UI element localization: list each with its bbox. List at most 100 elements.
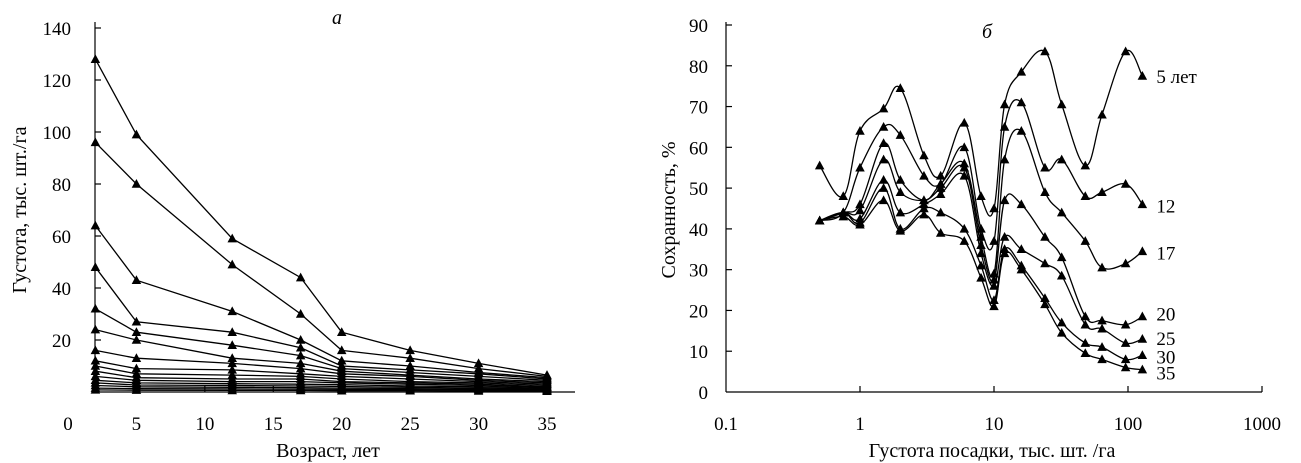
- chart-b-marker: [989, 203, 999, 213]
- chart-a-panel-label: а: [332, 7, 342, 29]
- chart-b-marker: [1016, 97, 1027, 107]
- chart-a-x-tick-label: 30: [469, 414, 488, 435]
- chart-a-marker: [90, 303, 101, 313]
- chart-a-marker: [227, 385, 237, 395]
- chart-b-marker: [1040, 232, 1050, 241]
- chart-b-marker: [976, 272, 986, 282]
- chart-a-marker: [227, 358, 237, 368]
- chart-b-marker: [895, 187, 906, 196]
- chart-b-y-tick-label: 30: [689, 261, 708, 282]
- chart-b-marker: [1097, 315, 1107, 325]
- chart-b-panel-label: б: [982, 21, 993, 43]
- chart-a-series-line: [94, 225, 548, 379]
- chart-a-marker: [336, 327, 347, 336]
- chart-a-marker: [295, 363, 306, 373]
- chart-a-marker: [131, 385, 142, 394]
- chart-a-y-tick-label: 60: [52, 227, 71, 248]
- chart-b-marker: [1137, 364, 1148, 374]
- chart-b-marker: [1016, 244, 1027, 254]
- chart-b-x-tick-label: 1: [855, 414, 865, 435]
- chart-b-ticks: 0.1 1 10 100 1000 0 10 20 30 40 50 60 70 80 90: [689, 16, 1281, 435]
- chart-b-marker: [1097, 323, 1107, 333]
- chart-b-marker: [1080, 311, 1091, 321]
- chart-b-marker: [919, 203, 929, 213]
- chart-b-y-tick-label: 50: [689, 179, 708, 200]
- chart-b-marker: [999, 232, 1010, 241]
- chart-b-x-axis-label: Густота посадки, тыс. шт. /га: [869, 440, 1116, 462]
- chart-b-marker: [838, 191, 849, 201]
- chart-a-series-line: [94, 141, 548, 378]
- chart-a-series-line: [94, 266, 548, 380]
- chart-b-marker: [959, 142, 970, 152]
- chart-a-marker: [227, 259, 237, 269]
- chart-a-ticks: 0 5 10 15 20 25 30 35 20 40 60 80 100 120 140: [43, 19, 557, 435]
- chart-b-y-tick-label: 20: [689, 301, 708, 322]
- chart-a-marker: [90, 345, 101, 355]
- chart-b-marker: [1056, 270, 1067, 280]
- chart-a-marker: [90, 324, 101, 334]
- chart-a-series-line: [95, 389, 548, 392]
- chart-a-y-tick-label: 100: [43, 123, 72, 144]
- chart-a-marker: [295, 272, 306, 282]
- chart-b-marker: [1120, 179, 1131, 188]
- chart-b-marker: [895, 174, 906, 184]
- chart-b-marker: [895, 83, 906, 92]
- chart-b-marker: [1097, 262, 1107, 272]
- chart-b-x-tick-label: 0.1: [714, 414, 738, 435]
- chart-b-marker: [976, 260, 986, 270]
- chart-b-y-tick-label: 0: [699, 383, 709, 404]
- chart-a-y-tick-label: 40: [52, 279, 71, 300]
- chart-a-y-axis-label: Густота, тыс. шт./га: [9, 126, 31, 293]
- chart-b-x-tick-label: 100: [1114, 414, 1143, 435]
- chart-b-marker: [895, 207, 906, 217]
- chart-a-marker: [227, 327, 237, 336]
- chart-a-marker: [405, 385, 415, 395]
- chart-a-marker: [131, 335, 142, 344]
- chart-b-series-label: 30: [1156, 347, 1175, 368]
- chart-b-marker: [1016, 66, 1027, 76]
- chart-b-marker: [838, 211, 849, 221]
- chart-b-x-tick-label: 1000: [1243, 414, 1281, 435]
- chart-b-marker: [878, 103, 889, 113]
- chart-a-marker: [295, 358, 306, 368]
- chart-b-marker: [895, 225, 906, 235]
- chart-b-marker: [919, 170, 929, 180]
- chart-b-marker: [999, 195, 1010, 205]
- chart-b-marker: [1080, 236, 1091, 245]
- chart-b-marker: [1080, 319, 1091, 329]
- chart-a-marker: [90, 137, 101, 147]
- chart-b-marker: [976, 232, 986, 241]
- chart-b-marker: [1040, 187, 1050, 196]
- chart-a-x-tick-label: 0: [63, 414, 73, 435]
- chart-b-marker: [1016, 126, 1027, 135]
- chart-b-marker: [999, 154, 1010, 164]
- chart-b-y-tick-label: 70: [689, 98, 708, 119]
- chart-b-y-axis-label: Сохранность, %: [658, 141, 680, 278]
- chart-b-series-label: 35: [1156, 364, 1175, 385]
- chart-b-marker: [1137, 246, 1148, 256]
- chart-b-marker: [989, 280, 999, 290]
- chart-b-marker: [1056, 327, 1067, 337]
- chart-b-marker: [1120, 354, 1131, 364]
- chart-b-marker: [999, 121, 1010, 131]
- chart-a-x-tick-label: 25: [401, 414, 420, 435]
- chart-b-marker: [1056, 317, 1067, 327]
- chart-b-marker: [878, 183, 889, 192]
- chart-b-marker: [814, 215, 825, 225]
- chart-b-marker: [1097, 109, 1107, 119]
- chart-b-marker: [1040, 46, 1050, 56]
- chart-a-marker: [473, 358, 484, 368]
- chart-b-marker: [1016, 199, 1027, 209]
- chart-a-marker: [90, 355, 101, 365]
- chart-b-x-tick-label: 10: [985, 414, 1004, 435]
- chart-b-marker: [935, 207, 946, 217]
- chart-b-series-label: 12: [1156, 196, 1175, 217]
- chart-a-marker: [295, 385, 306, 395]
- chart-a-series-line: [95, 328, 548, 383]
- chart-b-marker: [1137, 311, 1148, 321]
- chart-b-marker: [1137, 350, 1148, 360]
- chart-b-marker: [878, 138, 889, 148]
- chart-b-marker: [814, 160, 825, 170]
- chart-a-x-axis-label: Возраст, лет: [276, 440, 380, 462]
- chart-b-marker: [1120, 46, 1131, 56]
